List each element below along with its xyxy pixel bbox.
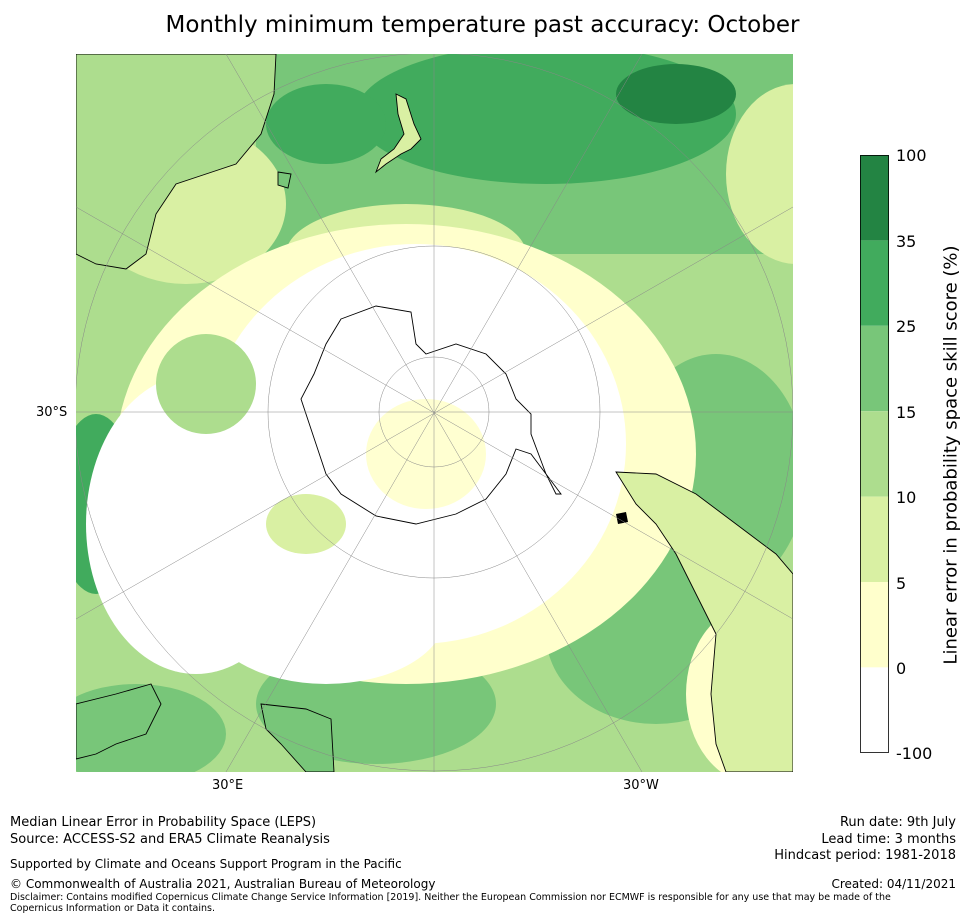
lat-label-30s: 30°S: [36, 405, 68, 420]
colorbar-tick-5: 5: [896, 574, 907, 593]
colorbar-tick-neg100: -100: [896, 744, 933, 763]
colorbar-band-15-25: [860, 325, 889, 412]
colorbar-tick-25: 25: [896, 317, 917, 336]
colorbar-tick-35: 35: [896, 232, 917, 251]
new-zealand: [374, 93, 422, 174]
mid-green-south: [266, 494, 346, 554]
footer-copyright: © Commonwealth of Australia 2021, Austra…: [10, 877, 436, 891]
skill-score-map: [76, 54, 793, 772]
antarctica-coastal-yellow: [366, 399, 486, 509]
footer-source: Source: ACCESS-S2 and ERA5 Climate Reana…: [10, 832, 330, 847]
colorbar-tick-0: 0: [896, 659, 907, 678]
colorbar-tick-100: 100: [896, 146, 927, 165]
chart-title: Monthly minimum temperature past accurac…: [165, 12, 800, 38]
colorbar-band-neg100-0: [860, 667, 889, 753]
run-date: Run date: 9th July: [839, 815, 956, 830]
colorbar-tick-10: 10: [896, 488, 917, 507]
falkland-islands: [616, 512, 628, 524]
colorbar-band-0-5: [860, 582, 889, 668]
lon-label-30w: 30°W: [623, 778, 659, 793]
colorbar-band-35-100: [860, 155, 889, 241]
footer-support: Supported by Climate and Oceans Support …: [10, 857, 402, 871]
created-date: Created: 04/11/2021: [831, 877, 956, 891]
graticule: [76, 54, 793, 772]
madagascar: [260, 703, 335, 772]
ne-light-patch: [726, 84, 793, 264]
colorbar-band-10-15: [860, 411, 889, 497]
colorbar-band-25-35: [860, 240, 889, 326]
colorbar-label: Linear error in probability space skill …: [940, 245, 962, 665]
colorbar-tick-15: 15: [896, 403, 917, 422]
nw-dark-region: [266, 84, 386, 164]
low-skill-southwest: [206, 544, 446, 684]
tasmania: [277, 171, 292, 189]
africa: [76, 683, 162, 760]
australia: [76, 54, 277, 270]
mid-green-west: [156, 334, 256, 434]
footer-method: Median Linear Error in Probability Space…: [10, 815, 317, 830]
lon-label-30e: 30°E: [212, 778, 244, 793]
north-darkest-region: [616, 64, 736, 124]
lead-time: Lead time: 3 months: [821, 832, 956, 847]
colorbar-band-5-10: [860, 496, 889, 582]
hindcast-period: Hindcast period: 1981-2018: [774, 848, 956, 863]
footer-disclaimer: Disclaimer: Contains modified Copernicus…: [10, 892, 891, 914]
colorbar: [860, 155, 889, 753]
south-america: [615, 471, 793, 772]
